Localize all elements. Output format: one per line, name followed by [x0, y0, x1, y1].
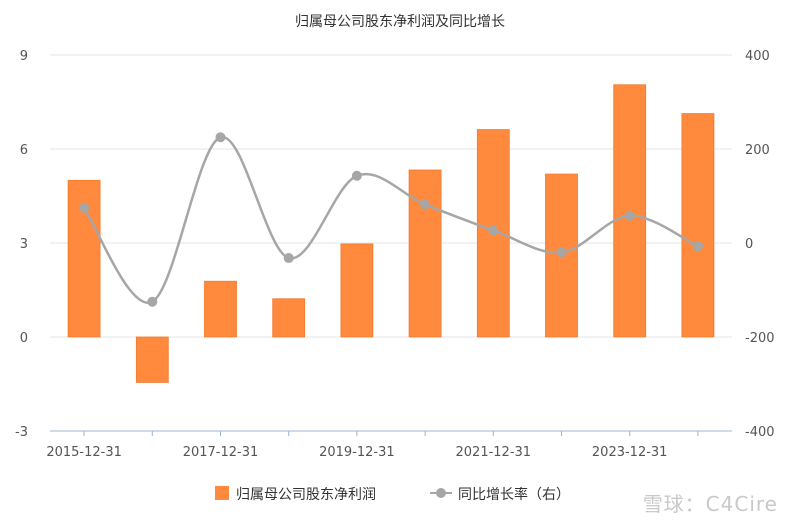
chart-title: 归属母公司股东净利润及同比增长	[295, 13, 505, 30]
y-left-tick-label: 3	[20, 237, 28, 252]
growth-point	[692, 241, 703, 252]
bar	[681, 113, 715, 338]
y-right-tick-label: 400	[745, 49, 770, 64]
bar-series	[67, 84, 715, 383]
x-tick-label: 2017-12-31	[183, 445, 259, 460]
growth-point	[624, 210, 635, 221]
bar	[340, 243, 374, 338]
growth-point	[79, 202, 90, 213]
growth-point	[351, 170, 362, 181]
bar	[204, 280, 237, 338]
y-left-tick-label: 9	[20, 49, 28, 64]
growth-point	[420, 199, 431, 210]
x-tick-label: 2023-12-31	[592, 445, 668, 460]
legend-bar-swatch	[215, 486, 229, 500]
growth-line	[83, 135, 699, 304]
legend-line-label: 同比增长率（右）	[458, 486, 570, 503]
legend: 归属母公司股东净利润 同比增长率（右）	[215, 486, 570, 503]
bar	[272, 298, 306, 338]
y-right-tick-label: -200	[745, 331, 775, 346]
legend-bar-label: 归属母公司股东净利润	[236, 486, 376, 503]
x-tick-label: 2021-12-31	[456, 445, 532, 460]
x-tick-label: 2019-12-31	[319, 445, 395, 460]
y-right-tick-label: 0	[745, 237, 753, 252]
growth-point	[215, 132, 226, 143]
y-left-tick-label: 6	[20, 143, 28, 158]
x-tick-label: 2015-12-31	[46, 445, 122, 460]
y-right-tick-label: -400	[745, 425, 775, 440]
y-right-tick-label: 200	[745, 143, 770, 158]
growth-point	[147, 296, 158, 307]
watermark: 雪球：C4Cire	[642, 492, 778, 516]
bar	[135, 336, 169, 383]
axes: -3 0 3 6 9 -400 -200 0 200 400 2015-12-31 2017-12-3…	[15, 49, 774, 460]
growth-point	[283, 253, 294, 264]
growth-point	[488, 225, 499, 236]
growth-point	[556, 247, 567, 258]
legend-line-marker	[436, 488, 446, 498]
y-left-tick-label: -3	[15, 425, 28, 440]
y-left-tick-label: 0	[20, 331, 28, 346]
bar	[408, 169, 442, 338]
line-series	[79, 132, 703, 307]
